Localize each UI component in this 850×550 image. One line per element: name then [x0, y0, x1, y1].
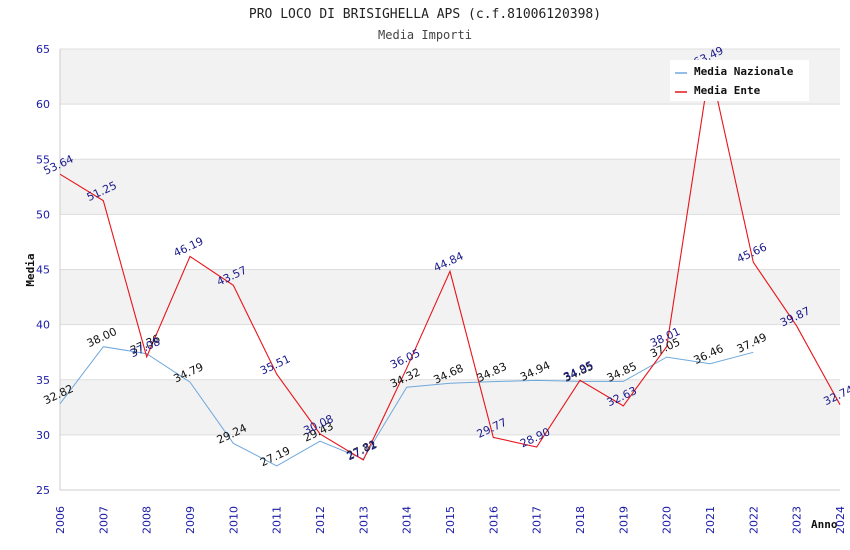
x-tick-label: 2020 — [661, 506, 674, 534]
x-tick-label: 2024 — [834, 506, 847, 534]
plot-background — [59, 48, 840, 491]
x-tick-label: 2008 — [141, 506, 154, 534]
x-tick-label: 2011 — [271, 506, 284, 534]
x-tick-label: 2009 — [184, 506, 197, 534]
x-tick-label: 2012 — [314, 506, 327, 534]
y-tick-label: 65 — [36, 43, 50, 56]
grid-band — [60, 324, 840, 380]
legend-label-media-nazionale: Media Nazionale — [694, 65, 794, 78]
x-tick-label: 2019 — [617, 506, 630, 534]
grid-band — [60, 269, 840, 325]
x-tick-label: 2006 — [54, 506, 67, 534]
y-tick-label: 55 — [36, 153, 50, 166]
y-tick-label: 50 — [36, 208, 50, 221]
chart-subtitle: Media Importi — [378, 28, 472, 42]
x-tick-label: 2021 — [704, 506, 717, 534]
grid-band — [60, 434, 840, 490]
x-tick-label: 2017 — [531, 506, 544, 534]
grid-band — [60, 104, 840, 160]
y-tick-label: 40 — [36, 319, 50, 332]
chart-title: PRO LOCO DI BRISIGHELLA APS (c.f.8100612… — [249, 7, 601, 22]
y-tick-label: 45 — [36, 264, 50, 277]
y-axis-ticks: 25 30 35 40 45 50 55 60 65 — [36, 43, 50, 497]
y-tick-label: 30 — [36, 429, 50, 442]
chart-legend: Media Nazionale Media Ente — [670, 60, 809, 101]
x-tick-label: 2022 — [747, 506, 760, 534]
x-axis-ticks: 2006 2007 2008 2009 2010 2011 2012 2013 2014 2015… — [54, 506, 847, 534]
x-tick-label: 2023 — [791, 506, 804, 534]
x-axis-label: Anno — [811, 518, 838, 531]
x-tick-label: 2013 — [357, 506, 370, 534]
x-tick-label: 2014 — [401, 506, 414, 534]
y-tick-label: 25 — [36, 484, 50, 497]
grid-band — [60, 159, 840, 215]
x-tick-label: 2016 — [487, 506, 500, 534]
legend-label-media-ente: Media Ente — [694, 84, 761, 97]
x-tick-label: 2007 — [97, 506, 110, 534]
y-axis-label: Media — [24, 253, 37, 286]
legend-box — [670, 60, 809, 101]
x-tick-label: 2010 — [227, 506, 240, 534]
series-line-media-nazionale — [59, 346, 754, 467]
grid-band — [60, 379, 840, 435]
x-tick-label: 2018 — [574, 506, 587, 534]
y-tick-label: 60 — [36, 98, 50, 111]
grid-band — [60, 214, 840, 270]
y-tick-label: 35 — [36, 374, 50, 387]
x-tick-label: 2015 — [444, 506, 457, 534]
